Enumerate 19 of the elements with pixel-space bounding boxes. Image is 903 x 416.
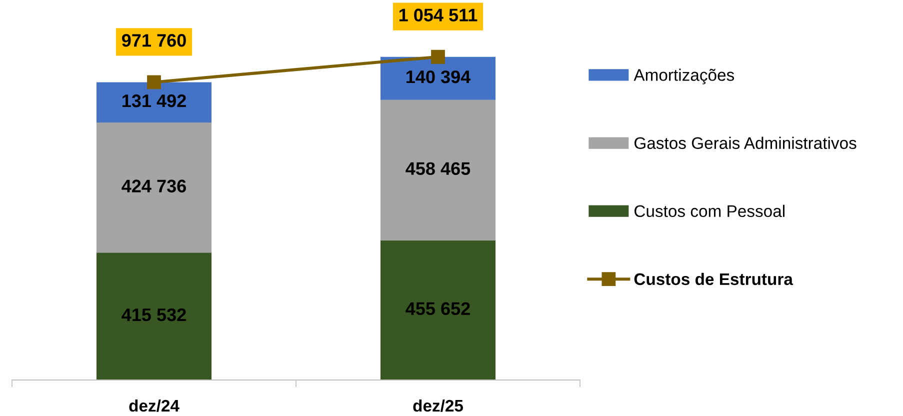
legend-label: Custos de Estrutura — [634, 272, 794, 286]
data-label: 415 532 — [122, 308, 186, 322]
data-label: 971 760 — [122, 34, 186, 47]
bar — [380, 240, 496, 380]
data-label: 140 394 — [406, 70, 471, 84]
data-label: 424 736 — [122, 180, 186, 192]
data-label: 131 492 — [122, 94, 186, 108]
legend-label: Gastos Gerais Administrativos — [634, 136, 856, 150]
data-label: 455 652 — [406, 302, 470, 316]
x-tick-label: dez/25 — [413, 399, 464, 412]
x-tick-label: dez/24 — [129, 399, 180, 412]
bar — [96, 252, 212, 380]
legend-label: Custos com Pessoal — [634, 204, 784, 218]
bar — [96, 82, 212, 123]
bar — [96, 122, 212, 253]
legend-label: Amortizações — [634, 68, 734, 84]
bar — [380, 100, 496, 240]
data-label: 458 465 — [406, 162, 470, 175]
data-label: 1 054 511 — [399, 8, 478, 22]
